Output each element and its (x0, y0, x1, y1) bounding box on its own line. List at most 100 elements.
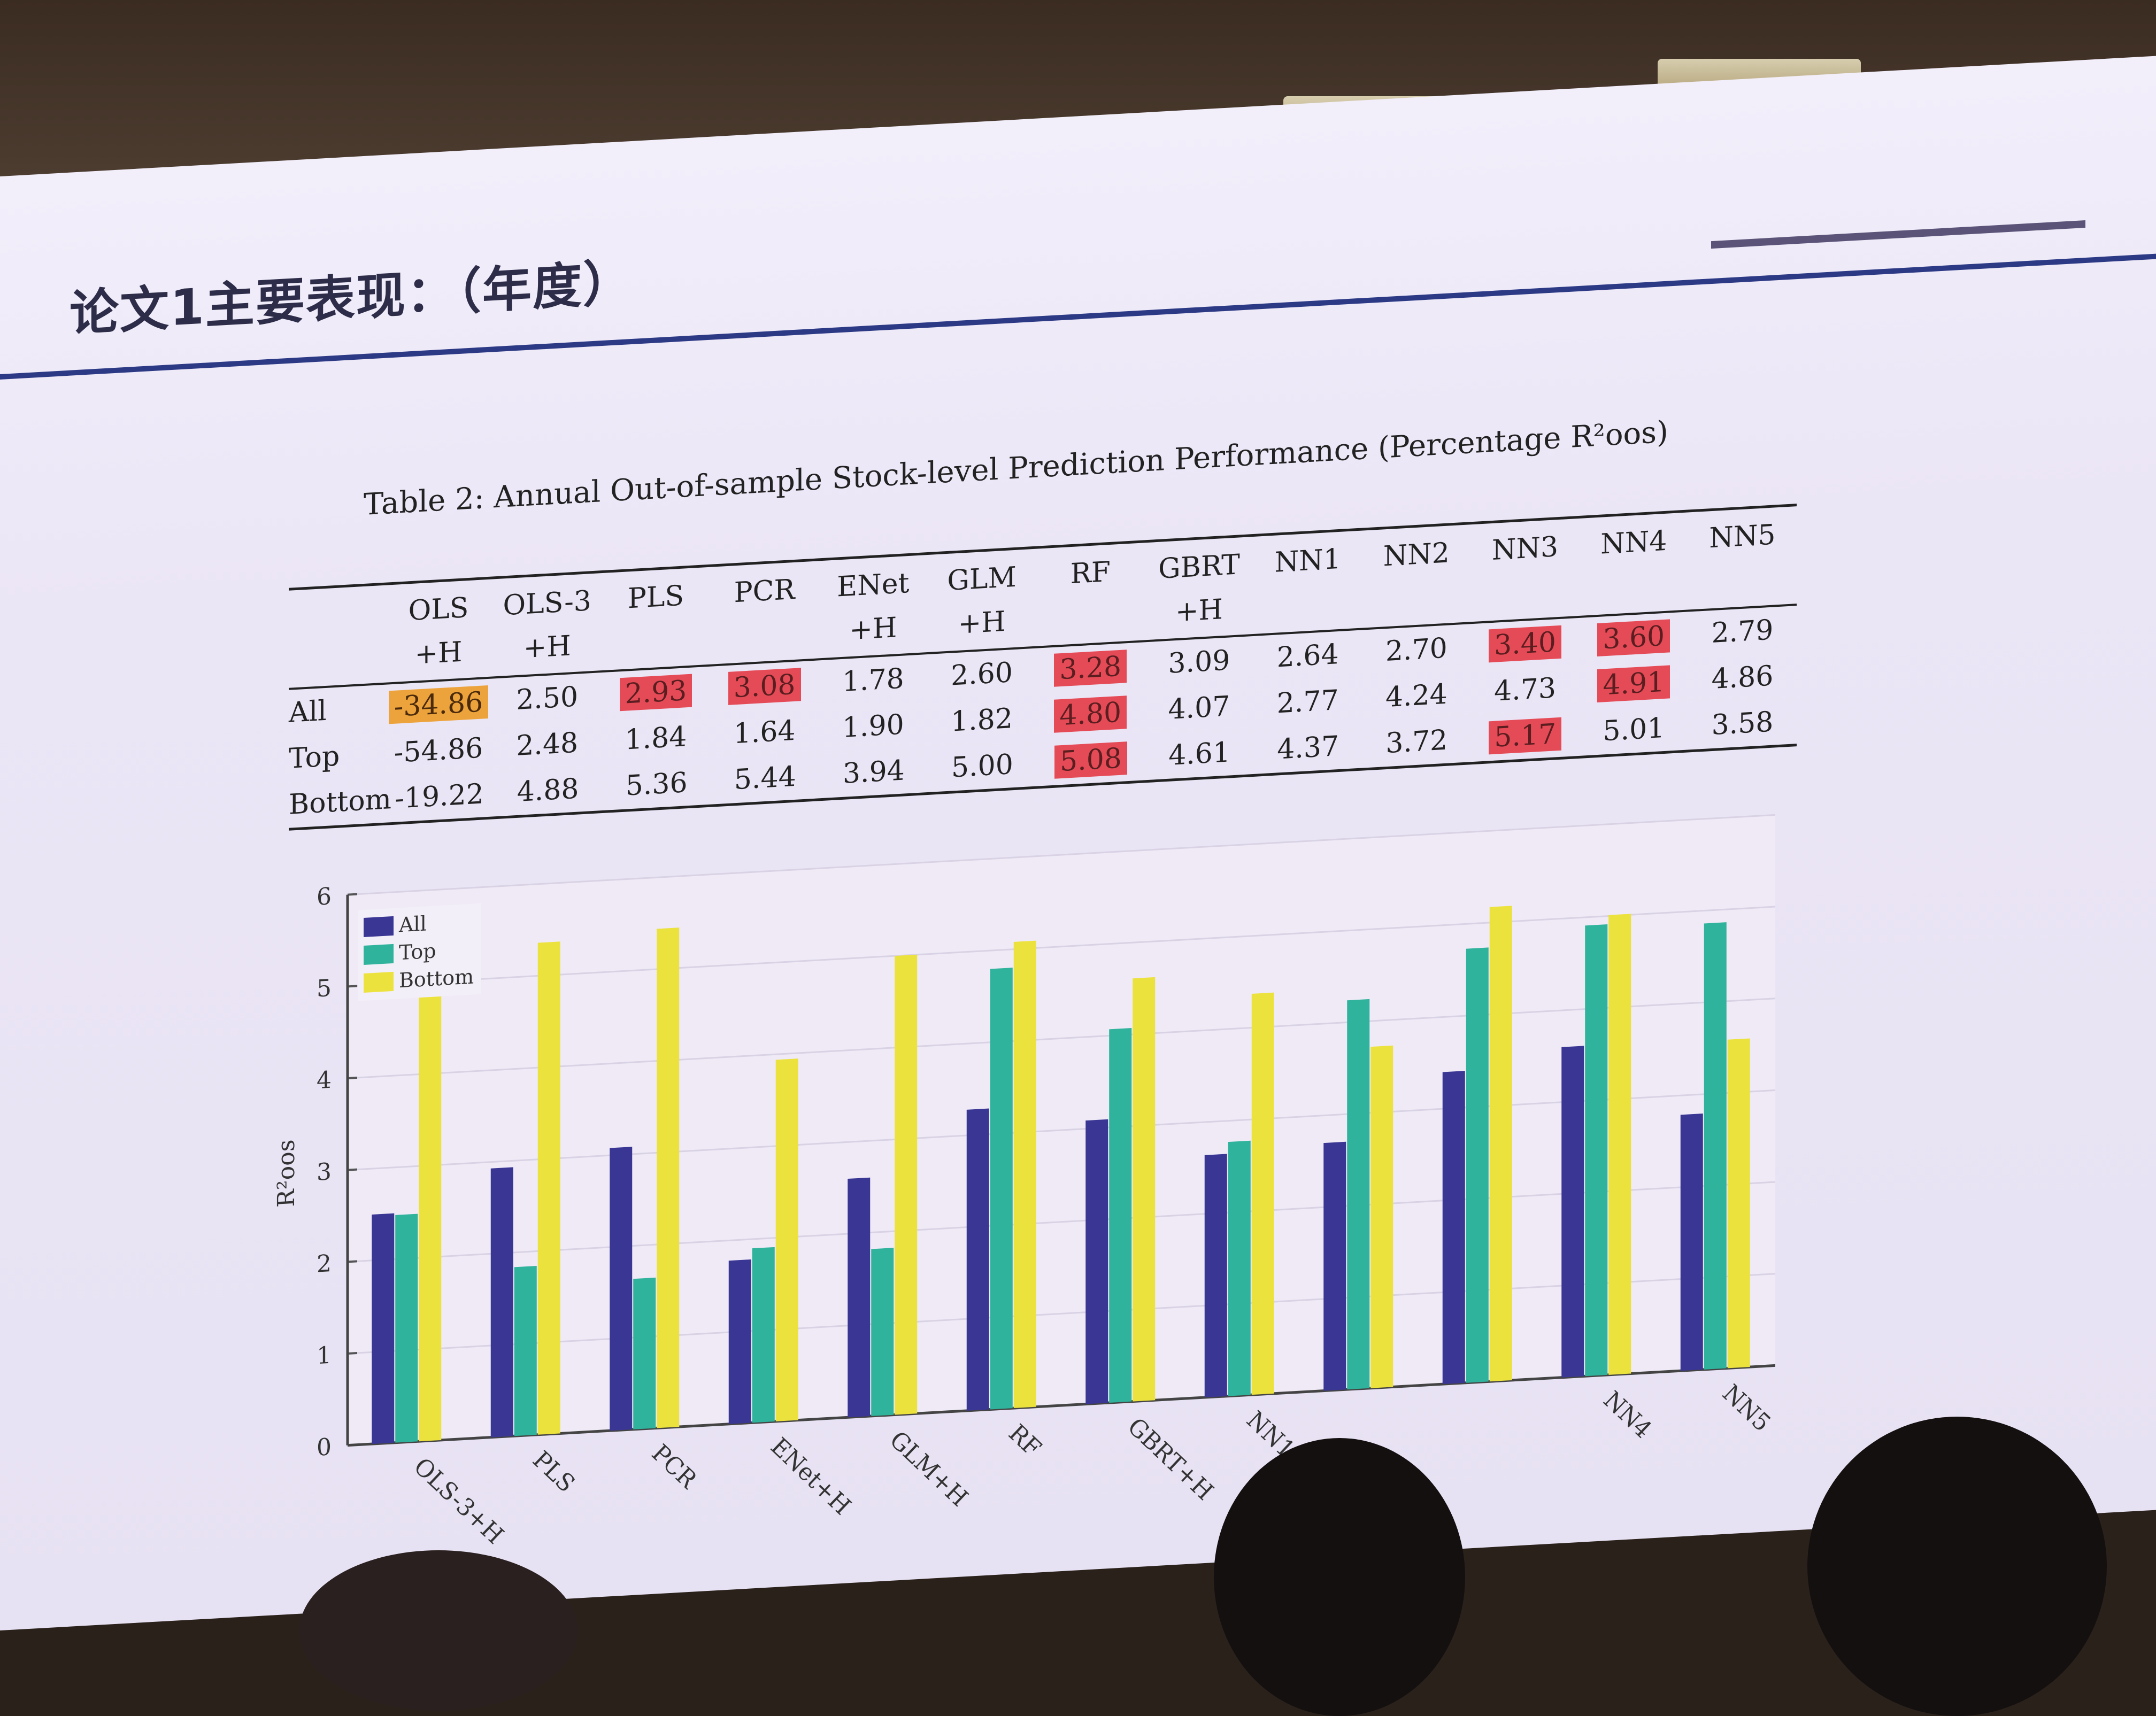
table-cell-value: 4.88 (517, 772, 579, 808)
table-cell: 4.24 (1362, 671, 1470, 721)
table-cell: 4.86 (1688, 653, 1797, 702)
table-cell-value: 5.00 (951, 748, 1013, 784)
bar-bottom (1133, 977, 1156, 1402)
bar-all (1204, 1154, 1227, 1398)
y-tick-label: 6 (317, 883, 332, 911)
table-cell-value: 1.82 (951, 702, 1013, 738)
table-cell: 4.07 (1145, 683, 1253, 733)
x-tick-label: RF (1003, 1419, 1046, 1463)
bar-top (1704, 922, 1727, 1370)
table-column-header: NN2 (1383, 537, 1450, 573)
table-header-blank (289, 591, 384, 596)
legend-swatch-top (364, 944, 394, 965)
bar-all (1085, 1119, 1108, 1404)
table-cell: 5.36 (602, 760, 711, 809)
table-cell: 4.91 (1580, 659, 1688, 709)
table-cell-value: 3.60 (1597, 619, 1670, 656)
audience-head (1214, 1438, 1465, 1716)
legend-swatch-bottom (364, 971, 394, 993)
results-table: OLS +H OLS-3 +H PLS PCR ENet +H GLM +H RF GBRT … (289, 504, 1797, 831)
table-cell: 3.28 (1036, 643, 1145, 693)
grid-line (348, 906, 1775, 987)
table-cell: 1.84 (602, 714, 710, 763)
table-cell-value: 5.44 (734, 760, 796, 797)
table-cell: 1.78 (819, 655, 927, 705)
table-cell: 5.08 (1036, 735, 1145, 785)
table-cell: -19.22 (385, 771, 494, 821)
bar-bottom (1370, 1045, 1393, 1388)
table-caption: Table 2: Annual Out-of-sample Stock-leve… (364, 414, 1668, 522)
table-cell-value: 3.58 (1711, 706, 1774, 742)
x-tick-label: PLS (527, 1446, 580, 1498)
table-cell: 3.09 (1145, 637, 1253, 687)
bar-top (752, 1247, 775, 1423)
table-cell: 3.40 (1470, 619, 1579, 669)
table-cell-value: 2.50 (516, 681, 579, 717)
bar-bottom (1251, 992, 1274, 1395)
table-cell-value: 3.72 (1385, 724, 1448, 760)
bar-all (372, 1213, 395, 1444)
table-cell-value: 3.09 (1168, 644, 1230, 680)
table-cell: 3.58 (1688, 699, 1797, 748)
table-cell: 3.72 (1362, 717, 1471, 767)
table-column-header: OLS-3 +H (503, 585, 591, 665)
bar-top (633, 1277, 656, 1429)
table-cell-value: 4.80 (1054, 695, 1127, 733)
table-cell-value: 1.64 (733, 714, 796, 751)
x-axis (348, 1364, 1775, 1447)
bar-all (610, 1147, 633, 1431)
table-cell: 2.77 (1253, 677, 1362, 727)
bar-all (490, 1167, 513, 1437)
table-column-header: ENet +H (837, 567, 910, 647)
bar-top (1585, 924, 1608, 1377)
y-tick-label: 1 (317, 1342, 332, 1370)
table-cell-value: -34.86 (388, 685, 489, 724)
table-cell-value: 2.48 (516, 726, 579, 763)
bar-top (990, 968, 1013, 1410)
table-column-header: PLS (627, 579, 684, 615)
x-tick-label: GLM+H (884, 1426, 973, 1512)
table-cell-value: 2.70 (1385, 632, 1447, 668)
table-row-label: All (289, 694, 327, 729)
table-column-header: OLS +H (408, 592, 469, 671)
table-cell: 4.88 (494, 766, 602, 815)
bar-bottom (419, 992, 442, 1442)
bar-all (848, 1177, 871, 1418)
title-accent-rule (1711, 220, 2085, 249)
table-column-header: NN4 (1600, 524, 1667, 561)
table-column-header: GBRT +H (1158, 548, 1240, 629)
table-cell-value: 3.28 (1054, 650, 1127, 687)
table-cell: -34.86 (384, 679, 492, 729)
table-cell: 2.93 (602, 668, 710, 717)
y-tick-label: 0 (317, 1433, 332, 1462)
table-cell-value: 5.36 (625, 767, 688, 802)
table-cell-value: 1.78 (842, 662, 904, 698)
table-cell-value: 2.93 (619, 674, 692, 712)
table-cell-value: -54.86 (394, 732, 483, 769)
bar-bottom (537, 941, 560, 1435)
bar-top (1466, 947, 1489, 1383)
table-cell: 5.01 (1580, 705, 1688, 754)
table-column-header: GLM +H (947, 561, 1017, 640)
bar-chart: 0 1 2 3 4 5 6 R²oos OLS-3+H PLS PCR ENet+H GLM+H RF GB… (267, 797, 1818, 1578)
grid-line (348, 1273, 1775, 1355)
bar-all (966, 1108, 989, 1411)
bar-all (1442, 1071, 1465, 1385)
y-tick-label: 3 (317, 1158, 332, 1186)
grid-line (348, 998, 1775, 1079)
bar-all (1680, 1113, 1703, 1371)
audience-head (1807, 1417, 2107, 1716)
table-cell: 1.82 (927, 695, 1036, 745)
table-cell: 1.90 (819, 701, 927, 751)
table-cell: -54.86 (384, 725, 492, 775)
table-cell-value: 1.90 (842, 708, 904, 744)
table-cell-value: 4.07 (1168, 690, 1230, 726)
table-column-header: NN1 (1274, 543, 1341, 579)
bar-top (514, 1266, 537, 1436)
table-cell: 3.08 (710, 661, 819, 711)
table-cell: 5.44 (711, 753, 819, 803)
table-cell-value: 1.84 (625, 721, 687, 756)
table-cell-value: 2.64 (1276, 638, 1339, 674)
table-cell: 2.60 (927, 650, 1036, 699)
x-tick-label: NN5 (1717, 1379, 1776, 1437)
